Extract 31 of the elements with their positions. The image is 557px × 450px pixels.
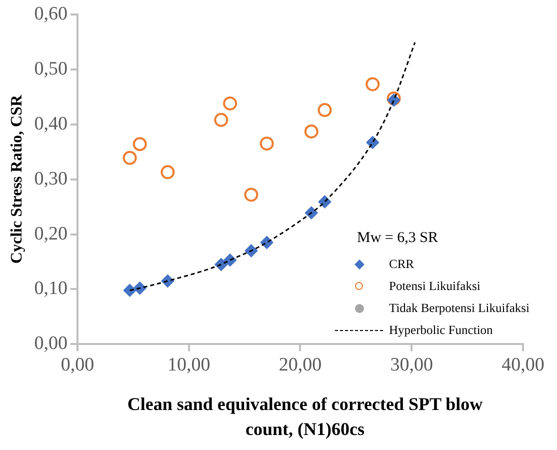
point [223, 96, 238, 110]
y-tick-label: 0,60 [34, 3, 68, 24]
point [304, 206, 318, 220]
point [132, 137, 147, 152]
legend-label: CRR [389, 256, 414, 272]
y-tick-label: 0,30 [34, 168, 68, 190]
point [260, 136, 274, 151]
legend-label: Potensi Likuifaksi [389, 278, 480, 294]
x-tick-label: 40,00 [502, 354, 544, 376]
point [122, 150, 137, 165]
legend-label: Tidak Berpotensi Likuifaksi [389, 300, 530, 316]
y-tick-label: 0,00 [34, 333, 68, 354]
y-tick-label: 0,40 [34, 113, 68, 134]
y-tick-label: 0,10 [34, 278, 68, 300]
point [244, 188, 258, 202]
legend-title: Mw = 6,3 SR [357, 230, 439, 247]
y-tick-label: 0,50 [34, 58, 68, 80]
point [304, 124, 318, 138]
x-tick-label: 30,00 [390, 354, 433, 376]
point [318, 103, 332, 118]
y-tick-label: 0,20 [34, 223, 68, 244]
point [214, 112, 228, 127]
legend-label: Hyperbolic Function [389, 322, 493, 338]
x-tick-label: 0,00 [60, 354, 94, 376]
point [366, 77, 380, 92]
x-axis-title: Clean sand equivalence of corrected SPT blow count, (N1)60cs [126, 393, 484, 441]
x-tick-label: 20,00 [278, 354, 322, 376]
point [244, 244, 258, 258]
x-tick-label: 10,00 [167, 354, 210, 376]
point [160, 165, 175, 180]
y-axis-title: Cyclic Stress Ratio, CSR [8, 94, 26, 264]
